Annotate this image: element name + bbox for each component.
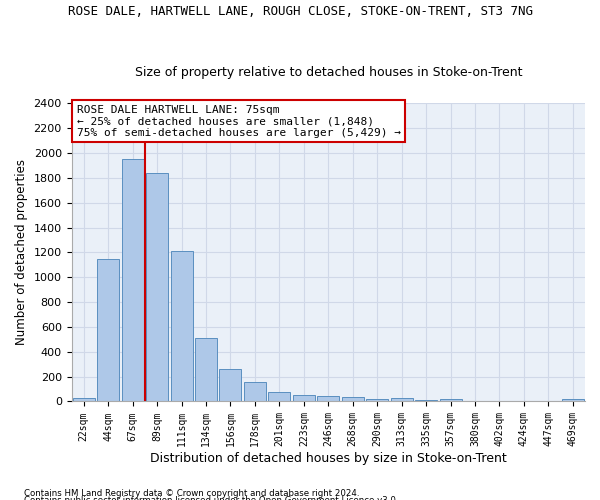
Text: Contains public sector information licensed under the Open Government Licence v3: Contains public sector information licen… (24, 496, 398, 500)
Bar (391, 398, 413, 402)
Bar (562, 399, 584, 402)
Bar (440, 399, 461, 402)
Text: ROSE DALE, HARTWELL LANE, ROUGH CLOSE, STOKE-ON-TRENT, ST3 7NG: ROSE DALE, HARTWELL LANE, ROUGH CLOSE, S… (67, 5, 533, 18)
Title: Size of property relative to detached houses in Stoke-on-Trent: Size of property relative to detached ho… (134, 66, 522, 78)
Bar (293, 396, 315, 402)
Bar (146, 173, 168, 402)
Bar (268, 392, 290, 402)
Bar (122, 159, 143, 402)
Bar (415, 400, 437, 402)
Bar (195, 338, 217, 402)
Bar (73, 398, 95, 402)
Bar (366, 399, 388, 402)
X-axis label: Distribution of detached houses by size in Stoke-on-Trent: Distribution of detached houses by size … (150, 452, 506, 465)
Y-axis label: Number of detached properties: Number of detached properties (15, 160, 28, 346)
Bar (170, 251, 193, 402)
Bar (220, 368, 241, 402)
Bar (317, 396, 339, 402)
Bar (342, 397, 364, 402)
Text: ROSE DALE HARTWELL LANE: 75sqm
← 25% of detached houses are smaller (1,848)
75% : ROSE DALE HARTWELL LANE: 75sqm ← 25% of … (77, 105, 401, 138)
Bar (244, 382, 266, 402)
Bar (97, 258, 119, 402)
Text: Contains HM Land Registry data © Crown copyright and database right 2024.: Contains HM Land Registry data © Crown c… (24, 488, 359, 498)
Bar (464, 401, 486, 402)
